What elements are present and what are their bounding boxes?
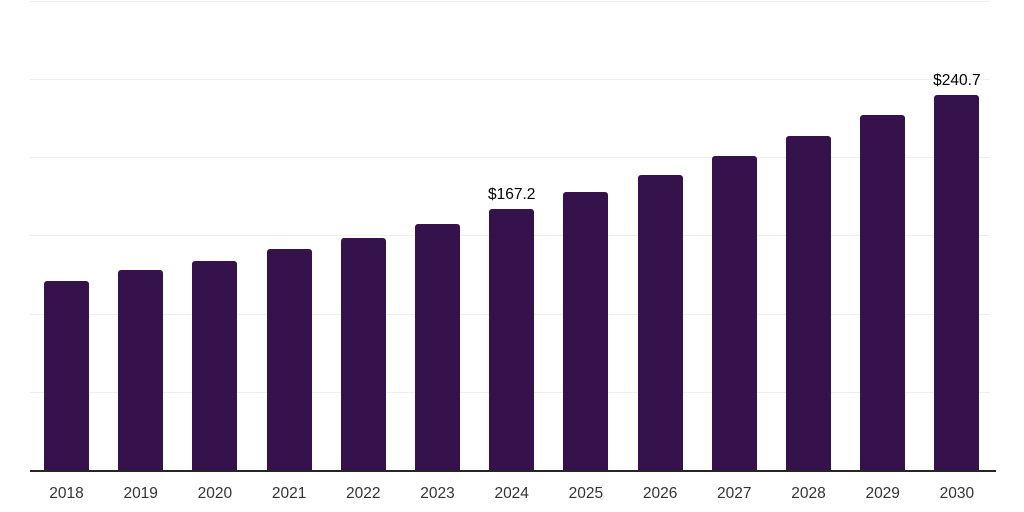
x-tick-label-2020: 2020 [197,485,233,502]
x-tick-label-2022: 2022 [346,485,381,502]
x-axis-line [30,470,996,472]
x-tick-label-2030: 2030 [939,485,975,502]
x-tick-label-2028: 2028 [791,485,826,502]
bar-2022 [340,237,386,471]
bar-2025 [563,192,609,471]
gridline-250 [30,79,990,80]
x-tick-label-2021: 2021 [271,485,307,502]
bar-2024 [489,209,535,471]
x-tick-label-2023: 2023 [420,485,455,502]
gridline-300 [30,0,990,2]
x-tick-label-2018: 2018 [49,485,84,502]
bar-2027 [711,155,757,471]
x-tick-label-2019: 2019 [123,485,158,502]
bar-2030 [934,94,980,471]
bar-2021 [266,249,312,471]
bar-2026 [637,174,683,471]
x-tick-label-2027: 2027 [717,485,752,502]
bar-2020 [192,260,238,471]
bar-2029 [860,115,906,471]
gridline-200 [30,157,990,159]
x-tick-label-2026: 2026 [642,485,678,502]
bar-2028 [786,135,831,471]
bar-2023 [415,223,460,471]
data-label-2024: $167.2 [487,186,536,204]
x-tick-label-2024: 2024 [494,485,529,502]
bar-2019 [118,270,164,471]
x-tick-label-2025: 2025 [568,485,604,502]
x-tick-label-2029: 2029 [865,485,900,502]
bar-2018 [44,280,89,471]
data-label-2030: $240.7 [933,71,981,89]
